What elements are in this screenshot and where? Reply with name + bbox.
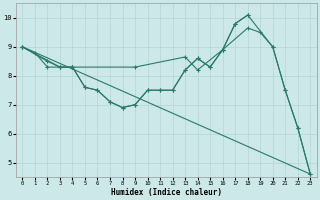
X-axis label: Humidex (Indice chaleur): Humidex (Indice chaleur)	[111, 188, 222, 197]
